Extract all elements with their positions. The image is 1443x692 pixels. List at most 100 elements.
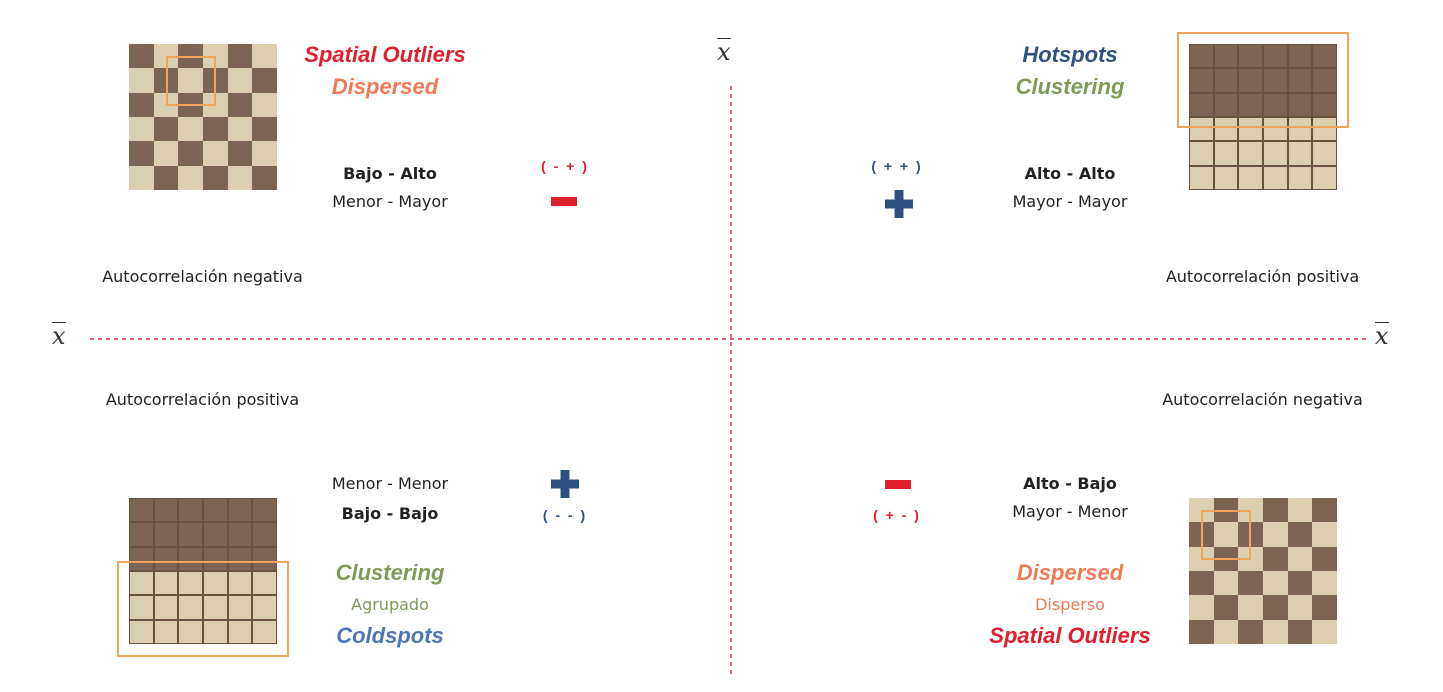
grid-cell (1312, 68, 1337, 93)
grid-cell (129, 141, 154, 166)
grid-cell (202, 522, 228, 547)
pair-top-left: Menor - Mayor (332, 192, 448, 211)
grid-cell (1238, 117, 1263, 142)
label-disperso: Disperso (1035, 595, 1105, 614)
grid-cell (1213, 117, 1239, 142)
grid-cell (153, 117, 179, 142)
grid-cell (129, 68, 154, 93)
grid-cell (178, 571, 203, 596)
checker-grid-top-left (129, 44, 277, 190)
grid-cell (1287, 68, 1313, 93)
grid-cell (227, 619, 253, 644)
title-clustering-top-right: Clustering (1015, 74, 1125, 99)
grid-cell (202, 546, 228, 571)
grid-cell (227, 595, 253, 620)
grid-cell (129, 117, 154, 142)
grid-cell (1189, 165, 1214, 190)
grid-cell (1312, 165, 1337, 190)
grid-cell (153, 546, 179, 571)
highlight-box-top-left (166, 56, 216, 106)
grid-cell (1238, 571, 1263, 596)
grid-cell (153, 165, 179, 190)
pair-top-right: Mayor - Mayor (1012, 192, 1128, 211)
grid-cell (129, 546, 154, 571)
grid-cell (227, 522, 253, 547)
grid-cell (1312, 522, 1337, 547)
grid-cell (1189, 571, 1214, 596)
grid-cell (178, 141, 203, 166)
sign-text-top-right: ( + + ) (871, 158, 923, 174)
grid-cell (178, 522, 203, 547)
grid-cell (153, 619, 179, 644)
cluster-grid-bottom-left (129, 498, 277, 644)
grid-cell (1189, 117, 1214, 142)
grid-cell (202, 595, 228, 620)
grid-cell (1238, 619, 1263, 644)
axis-mean-label-left: x (52, 322, 66, 350)
title-clustering-bottom-left: Clustering (335, 560, 445, 585)
grid-cell (129, 92, 154, 117)
grid-cell (178, 165, 203, 190)
grid-cell (153, 498, 179, 523)
grid-cell (252, 595, 277, 620)
grid-cell (202, 117, 228, 142)
grid-cell (1262, 595, 1288, 620)
grid-cell (129, 619, 154, 644)
grid-cell (252, 571, 277, 596)
grid-cell (252, 92, 277, 117)
grid-cell (1213, 571, 1239, 596)
plus-icon-bottom-left (551, 470, 579, 498)
sign-text-top-left: ( - + ) (541, 158, 589, 174)
plus-icon-top-right (885, 190, 913, 218)
pair-bottom-right: Mayor - Menor (1012, 502, 1128, 521)
checker-grid-bottom-right (1189, 498, 1337, 644)
highlight-box-top-right (1177, 32, 1349, 128)
grid-cell (202, 619, 228, 644)
pair-bold-top-right: Alto - Alto (1024, 164, 1116, 183)
grid-cell (1287, 141, 1313, 166)
grid-cell (1213, 165, 1239, 190)
grid-cell (1189, 68, 1214, 93)
sign-text-bottom-right: ( + - ) (873, 507, 921, 523)
grid-cell (1262, 141, 1288, 166)
grid-cell (1262, 498, 1288, 523)
grid-cell (1238, 92, 1263, 117)
grid-cell (1312, 571, 1337, 596)
sign-text-bottom-left: ( - - ) (542, 507, 588, 523)
grid-cell (1287, 44, 1313, 69)
grid-cell (1213, 68, 1239, 93)
grid-cell (153, 141, 179, 166)
grid-cell (252, 498, 277, 523)
autocorrelation-top-left: Autocorrelación negativa (102, 267, 303, 286)
grid-cell (227, 117, 253, 142)
grid-cell (227, 44, 253, 69)
autocorrelation-bottom-right: Autocorrelación negativa (1162, 390, 1363, 409)
grid-cell (1238, 141, 1263, 166)
grid-cell (252, 117, 277, 142)
grid-cell (129, 44, 154, 69)
axis-mean-label-right: x (1375, 322, 1389, 350)
grid-cell (1262, 68, 1288, 93)
grid-cell (1262, 522, 1288, 547)
title-dispersed-bottom-right: Dispersed (1016, 560, 1124, 585)
grid-cell (1213, 522, 1239, 547)
grid-cell (1262, 44, 1288, 69)
cluster-grid-top-right (1189, 44, 1337, 190)
grid-cell (1189, 595, 1214, 620)
grid-cell (252, 165, 277, 190)
grid-cell (1238, 68, 1263, 93)
autocorrelation-bottom-left: Autocorrelación positiva (105, 390, 300, 409)
grid-cell (129, 498, 154, 523)
title-coldspots: Coldspots (336, 623, 444, 648)
pair-bold-top-left: Bajo - Alto (343, 164, 437, 183)
grid-cell (252, 546, 277, 571)
grid-cell (252, 141, 277, 166)
grid-cell (1213, 595, 1239, 620)
grid-cell (252, 619, 277, 644)
grid-cell (178, 117, 203, 142)
grid-cell (1213, 619, 1239, 644)
grid-cell (252, 44, 277, 69)
title-hotspots: Hotspots (1022, 42, 1118, 67)
axis-mean-label-top: x (717, 38, 731, 66)
